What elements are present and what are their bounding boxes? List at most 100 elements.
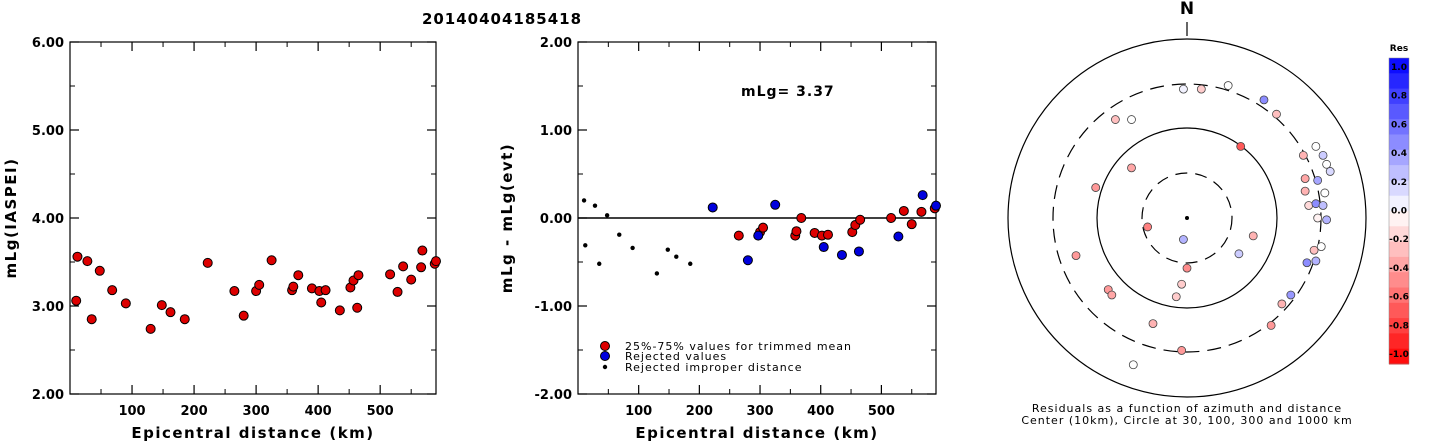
colorbar-cell	[1389, 241, 1409, 258]
colorbar-cell	[1389, 88, 1409, 105]
colorbar-cell	[1389, 256, 1409, 273]
station-residual	[1304, 201, 1314, 210]
station-residual	[1316, 242, 1326, 252]
x-tick-label: 300	[746, 404, 773, 419]
y-tick-label: -1.00	[535, 300, 572, 315]
data-point	[71, 295, 82, 306]
y-tick-label: 6.00	[32, 36, 64, 51]
trimmed-mean-point	[733, 230, 744, 241]
y-tick-labels-1: 2.00 3.00 4.00 5.00 6.00	[32, 36, 64, 403]
circle-1000km	[1007, 38, 1367, 398]
rejected-point	[753, 230, 764, 241]
station-residual	[1179, 235, 1188, 244]
panel-mlg-iaspei: 100 200 300 400 500 2.00 3.00 4.00 5.00 …	[2, 36, 441, 441]
x-axis-label-2: Epicentral distance (km)	[635, 424, 878, 441]
data-point	[293, 270, 304, 281]
x-tick-label: 100	[625, 404, 652, 419]
circle-30km	[1141, 172, 1233, 264]
colorbar-frame	[1388, 57, 1410, 365]
data-point	[320, 285, 331, 296]
improper-distance-point	[583, 243, 588, 248]
station-residual	[1148, 319, 1158, 329]
y-tick-label: 2.00	[32, 388, 64, 403]
panel-mlg-residual: 100 200 300 400 500 -2.00 -1.00 0.00 1.0…	[498, 36, 941, 441]
colorbar-tick: 1.0	[1391, 63, 1407, 73]
station-residual	[1266, 320, 1276, 330]
rejected-point	[853, 246, 864, 257]
x-tick-label: 500	[367, 404, 394, 419]
colorbar-cell	[1389, 134, 1409, 151]
improper-distance-point	[674, 254, 679, 259]
station-residual	[1313, 176, 1323, 185]
station-residual	[1300, 186, 1310, 196]
colorbar-cell	[1389, 287, 1409, 304]
data-point	[353, 270, 364, 281]
y-tick-label: 4.00	[32, 212, 64, 227]
station-residual	[1259, 95, 1269, 105]
x-tick-label: 300	[243, 404, 270, 419]
colorbar-cell	[1389, 318, 1409, 334]
x-tick-label: 500	[868, 404, 895, 419]
station-residual	[1182, 263, 1192, 273]
station-residual	[1286, 290, 1296, 300]
y-tick-label: 2.00	[540, 36, 572, 51]
legend-marker-trimmed	[600, 341, 610, 351]
colorbar-cell	[1389, 226, 1409, 243]
improper-distance-point	[592, 203, 598, 208]
trimmed-mean-point	[822, 229, 833, 240]
trimmed-mean-point	[898, 205, 909, 216]
data-point	[72, 251, 83, 262]
station-residual	[1277, 299, 1287, 309]
data-point	[392, 286, 403, 297]
data-point	[406, 274, 417, 285]
station-residual	[1236, 141, 1246, 151]
data-point	[156, 300, 167, 311]
data-point	[316, 297, 327, 308]
colorbar-cell	[1389, 103, 1409, 120]
station-residual	[1311, 141, 1321, 151]
colorbar-tick: -0.2	[1389, 235, 1409, 245]
improper-distance-point	[617, 232, 622, 237]
rejected-point	[770, 199, 781, 210]
station-residual	[1318, 150, 1328, 160]
data-point	[288, 281, 299, 292]
rejected-point	[707, 202, 718, 213]
x-tick-label: 200	[180, 404, 207, 419]
rejected-point	[742, 255, 753, 266]
y-tick-label: 5.00	[32, 124, 64, 139]
center-dot	[1185, 216, 1189, 220]
colorbar-cells	[1389, 58, 1409, 365]
data-point	[202, 257, 213, 268]
colorbar-tick-labels: 1.0 0.8 0.6 0.4 0.2 0.0 -0.2 -0.4 -0.6 -…	[1389, 63, 1409, 360]
station-residual	[1177, 279, 1187, 289]
colorbar-tick: 0.0	[1391, 207, 1407, 217]
x-tick-labels-1: 100 200 300 400 500	[118, 404, 393, 419]
rejected-point	[818, 242, 829, 253]
station-residual	[1272, 109, 1281, 119]
y-tick-label: 1.00	[540, 124, 572, 139]
legend: 25%-75% values for trimmed mean Rejected…	[600, 340, 851, 374]
y-tick-label: 0.00	[540, 212, 572, 227]
trimmed-mean-point	[916, 206, 927, 217]
caption-line-2: Center (10km), Circle at 30, 100, 300 an…	[1021, 414, 1352, 427]
improper-distance-point	[688, 261, 693, 266]
data-point	[266, 255, 277, 266]
station-residual	[1320, 188, 1330, 198]
station-residual	[1223, 81, 1233, 90]
north-label: N	[1180, 0, 1194, 19]
colorbar-tick: -0.8	[1389, 321, 1409, 331]
x-tick-label: 400	[807, 404, 834, 419]
trimmed-mean-point	[791, 226, 802, 237]
data-point	[417, 245, 428, 256]
x-tick-label: 100	[118, 404, 145, 419]
data-point	[352, 302, 363, 313]
colorbar-cell	[1389, 119, 1409, 135]
rejected-point	[893, 231, 904, 242]
data-point	[179, 314, 190, 325]
improper-distance-point	[597, 261, 602, 266]
rejected-point	[917, 190, 928, 201]
colorbar-tick: 0.2	[1391, 178, 1407, 188]
y-tick-label: -2.00	[535, 388, 572, 403]
improper-distance-point	[630, 245, 635, 251]
colorbar-cell	[1389, 302, 1409, 319]
